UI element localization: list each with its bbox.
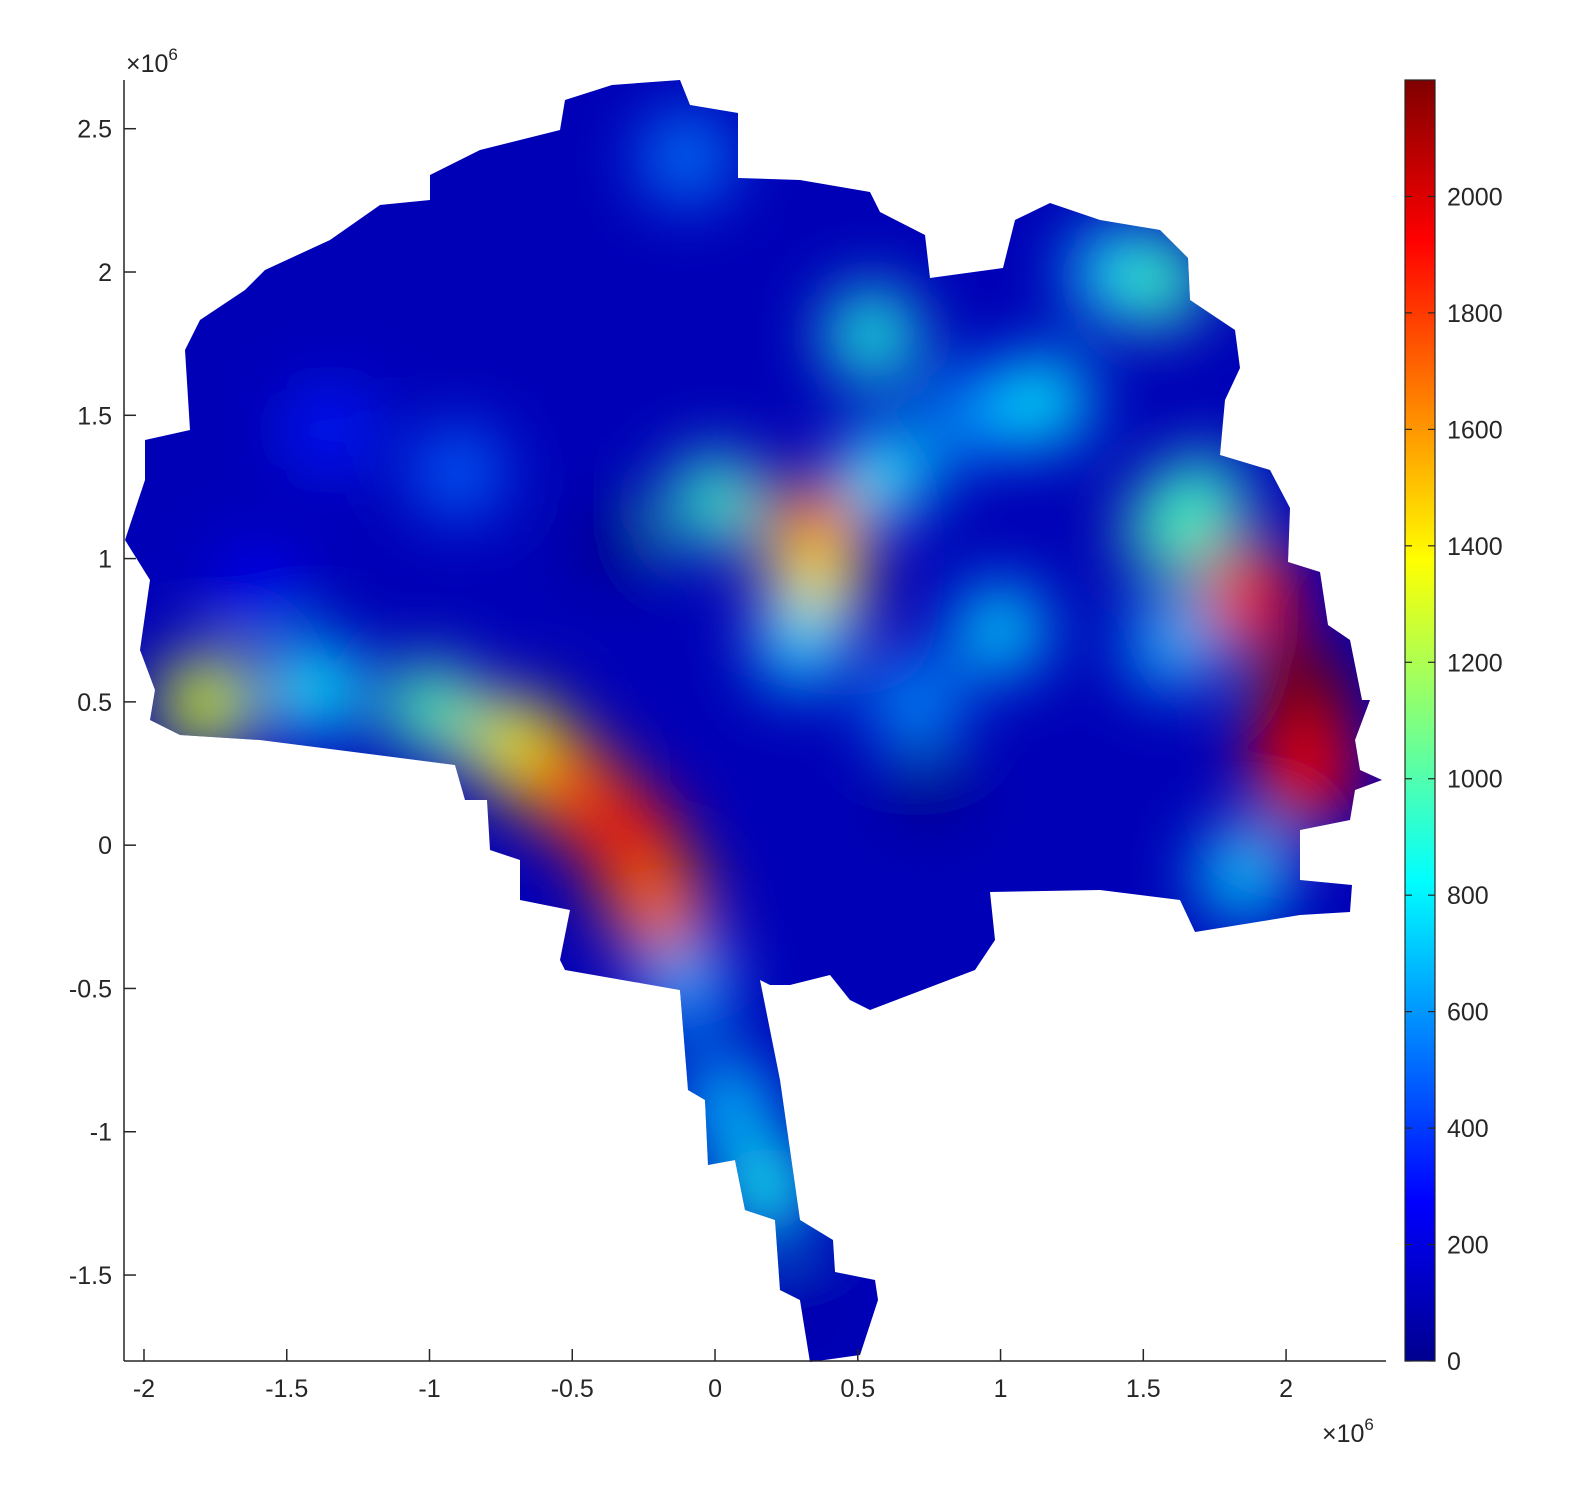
x-tick-label: 0.5 xyxy=(840,1375,875,1403)
heatmap-region-2 xyxy=(413,428,503,517)
x-axis-multiplier: ×106 xyxy=(1322,1415,1374,1448)
heatmap-region-12 xyxy=(720,1143,813,1235)
heatmap-region-1 xyxy=(215,544,302,631)
heatmap-region-27 xyxy=(1154,454,1247,548)
colorbar-tick-label: 1000 xyxy=(1447,766,1503,794)
heatmap-region-13 xyxy=(763,1275,849,1361)
heatmap-region-33 xyxy=(1197,828,1289,920)
x-tick-label: 2 xyxy=(1279,1375,1293,1403)
heatmap-region-17 xyxy=(840,426,932,519)
x-tick-label: -1 xyxy=(418,1375,440,1403)
x-ticks: -2 -1.5 -1 -0.5 0 0.5 1 1.5 2 xyxy=(133,1349,1293,1403)
y-tick-label: -1 xyxy=(90,1119,112,1147)
colorbar-tick-label: 1800 xyxy=(1447,300,1503,328)
y-tick-label: -0.5 xyxy=(69,975,112,1003)
heatmap-region-16 xyxy=(668,454,762,548)
y-ticks: -1.5 -1 -0.5 0 0.5 1 1.5 2 2.5 xyxy=(69,116,136,1290)
y-tick-label: 0.5 xyxy=(77,689,112,717)
heatmap-region-32 xyxy=(1255,722,1357,825)
colorbar-tick-label: 800 xyxy=(1447,882,1489,910)
heatmap-region-5 xyxy=(382,661,477,755)
y-tick-label: 1 xyxy=(98,546,112,574)
colorbar-tick-label: 200 xyxy=(1447,1232,1489,1260)
heatmap-region-29 xyxy=(1198,545,1300,647)
heatmap-region-35 xyxy=(572,502,658,587)
y-tick-label: 2 xyxy=(98,259,112,287)
heatmap-region-4 xyxy=(158,653,255,750)
heatmap-region-9 xyxy=(608,858,708,958)
heatmap-region-25 xyxy=(955,584,1046,676)
x-tick-label: -2 xyxy=(133,1375,155,1403)
heatmap-region-3 xyxy=(269,641,362,734)
x-tick-label: -1.5 xyxy=(265,1375,308,1403)
colorbar-tick-label: 600 xyxy=(1447,999,1489,1027)
x-tick-label: 1 xyxy=(994,1375,1008,1403)
x-tick-label: 1.5 xyxy=(1126,1375,1161,1403)
heatmap-region-19 xyxy=(641,112,731,202)
axes xyxy=(123,80,1386,1362)
heatmap-region-22 xyxy=(997,355,1090,447)
heatmap-region-28 xyxy=(870,657,960,747)
y-tick-label: 0 xyxy=(98,832,112,860)
heatmap-region-0 xyxy=(286,386,374,474)
colorbar-tick-label: 1200 xyxy=(1447,649,1503,677)
y-tick-label: 2.5 xyxy=(77,116,112,144)
heatmap-region-34 xyxy=(887,745,972,830)
heatmap-regions xyxy=(158,112,1357,1361)
y-axis-multiplier: ×106 xyxy=(126,45,178,78)
colorbar: 0 200 400 600 800 1000 1200 1400 1600 1800 2000 xyxy=(1404,79,1503,1376)
colorbar-ticks: 0 200 400 600 800 1000 1200 1400 1600 1800 2000 xyxy=(1405,183,1503,1376)
heatmap-region-21 xyxy=(927,370,1017,461)
colorbar-tick-label: 0 xyxy=(1447,1348,1461,1376)
y-tick-label: 1.5 xyxy=(77,402,112,430)
heatmap-region-18 xyxy=(755,599,847,690)
x-tick-label: -0.5 xyxy=(551,1375,594,1403)
y-tick-label: -1.5 xyxy=(69,1262,112,1290)
heatmap-region-11 xyxy=(684,1057,775,1149)
colorbar-tick-label: 400 xyxy=(1447,1115,1489,1143)
heatmap-region-30 xyxy=(1126,599,1218,690)
colorbar-tick-label: 1600 xyxy=(1447,416,1503,444)
colorbar-tick-label: 2000 xyxy=(1447,183,1503,211)
heatmap-region-31 xyxy=(1248,644,1353,749)
heatmap-region-20 xyxy=(825,288,919,382)
colorbar-tick-label: 1400 xyxy=(1447,533,1503,561)
heatmap-region-10 xyxy=(641,943,732,1034)
x-tick-label: 0 xyxy=(708,1375,722,1403)
heatmap-region-24 xyxy=(1111,234,1204,327)
colorbar-gradient xyxy=(1404,79,1436,1362)
